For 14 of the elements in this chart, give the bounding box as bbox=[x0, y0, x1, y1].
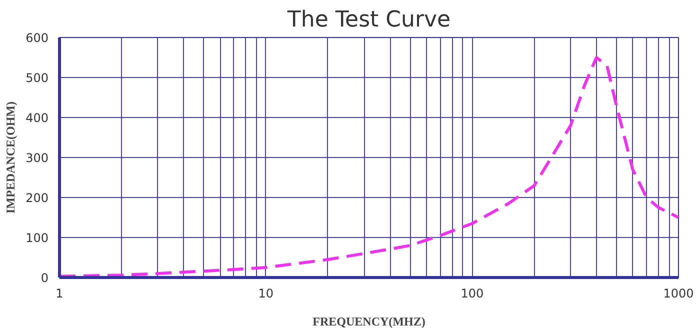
x-tick-label: 10 bbox=[258, 286, 274, 300]
y-tick-label: 500 bbox=[26, 71, 48, 85]
y-tick-label: 300 bbox=[26, 151, 48, 165]
x-tick-label: 100 bbox=[460, 286, 484, 300]
chart-title: The Test Curve bbox=[286, 8, 451, 32]
x-axis-title: FREQUENCY(MHZ) bbox=[312, 314, 426, 328]
y-tick-label: 0 bbox=[40, 271, 49, 285]
x-tick-label: 1 bbox=[56, 286, 64, 300]
y-tick-label: 400 bbox=[26, 111, 48, 125]
y-axis-title: IMPEDANCE(OHM) bbox=[4, 102, 18, 214]
y-tick-label: 200 bbox=[26, 191, 48, 205]
y-tick-label: 100 bbox=[26, 231, 48, 245]
y-tick-label: 600 bbox=[26, 31, 48, 45]
x-tick-label: 1000 bbox=[663, 286, 694, 300]
